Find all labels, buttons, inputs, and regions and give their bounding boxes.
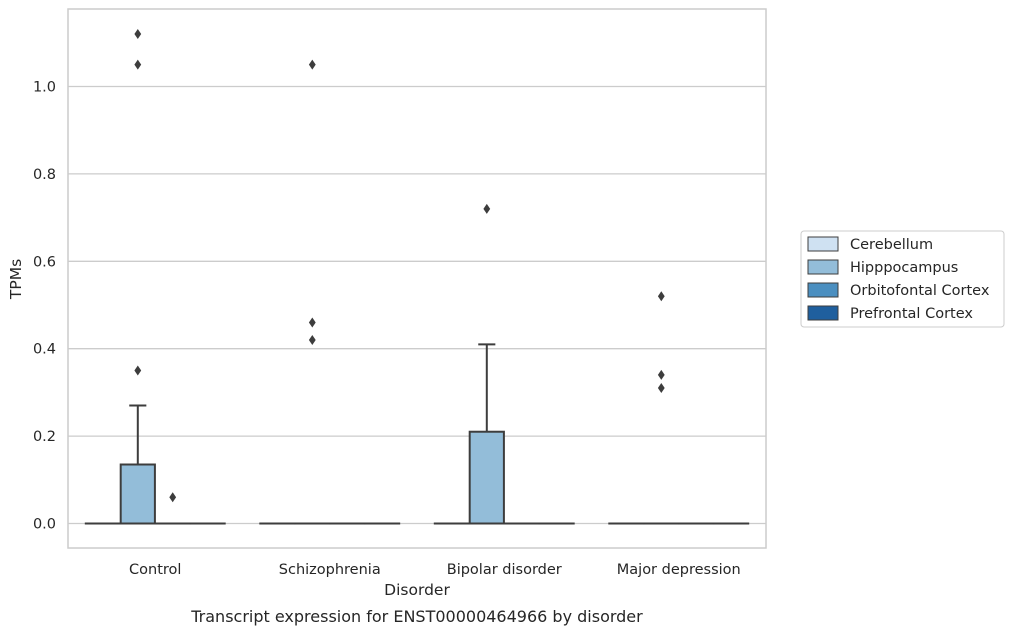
- y-tick-label: 0.8: [33, 167, 56, 183]
- outlier-point: [308, 317, 316, 328]
- box-hipppocampus: [468, 203, 505, 525]
- box-hipppocampus: [643, 291, 680, 525]
- y-tick-label: 0.0: [33, 517, 56, 533]
- outlier-point: [134, 29, 142, 40]
- x-tick-labels: Control Schizophrenia Bipolar disorder Majo…: [129, 562, 741, 578]
- box-orbitofontal-cortex: [154, 492, 191, 525]
- y-tick-label: 1.0: [33, 80, 56, 96]
- box-hipppocampus: [294, 59, 331, 525]
- outlier-point: [657, 291, 665, 302]
- outlier-point: [134, 59, 142, 70]
- outlier-point: [657, 369, 665, 380]
- y-tick-label: 0.4: [33, 342, 56, 358]
- x-tick-label: Schizophrenia: [279, 562, 381, 578]
- x-tick-label: Control: [129, 562, 181, 578]
- y-tick-labels: 0.0 0.2 0.4 0.6 0.8 1.0: [33, 80, 56, 533]
- chart-caption: Transcript expression for ENST0000046496…: [190, 607, 643, 626]
- y-tick-label: 0.6: [33, 254, 56, 270]
- legend-label: Cerebellum: [850, 237, 933, 253]
- outlier-point: [657, 383, 665, 394]
- box-series: [84, 29, 750, 525]
- legend-label: Hipppocampus: [850, 260, 958, 276]
- x-axis-label: Disorder: [384, 581, 450, 599]
- outlier-point: [134, 365, 142, 376]
- x-tick-label: Bipolar disorder: [447, 562, 562, 578]
- legend-swatch: [807, 305, 839, 321]
- outlier-point: [308, 59, 316, 70]
- legend-frame: [800, 230, 1005, 328]
- legend: Cerebellum Hipppocampus Orbitofontal Corte…: [800, 230, 1005, 328]
- y-gridlines: [68, 85, 766, 525]
- x-tick-label: Major depression: [617, 562, 741, 578]
- box-body: [119, 463, 156, 525]
- plot-frame: [67, 8, 767, 549]
- y-tick-label: 0.2: [33, 429, 56, 445]
- outlier-point: [308, 334, 316, 345]
- legend-swatch: [807, 282, 839, 298]
- y-axis-label: TPMs: [7, 259, 25, 300]
- legend-label: Orbitofontal Cortex: [850, 283, 990, 299]
- box-body: [468, 430, 505, 525]
- legend-swatch: [807, 259, 839, 275]
- legend-label: Prefrontal Cortex: [850, 306, 973, 322]
- box-hipppocampus: [119, 29, 156, 525]
- legend-swatch: [807, 236, 839, 252]
- legend-items: Cerebellum Hipppocampus Orbitofontal Corte…: [807, 236, 990, 322]
- outlier-point: [483, 203, 491, 214]
- outlier-point: [169, 492, 177, 503]
